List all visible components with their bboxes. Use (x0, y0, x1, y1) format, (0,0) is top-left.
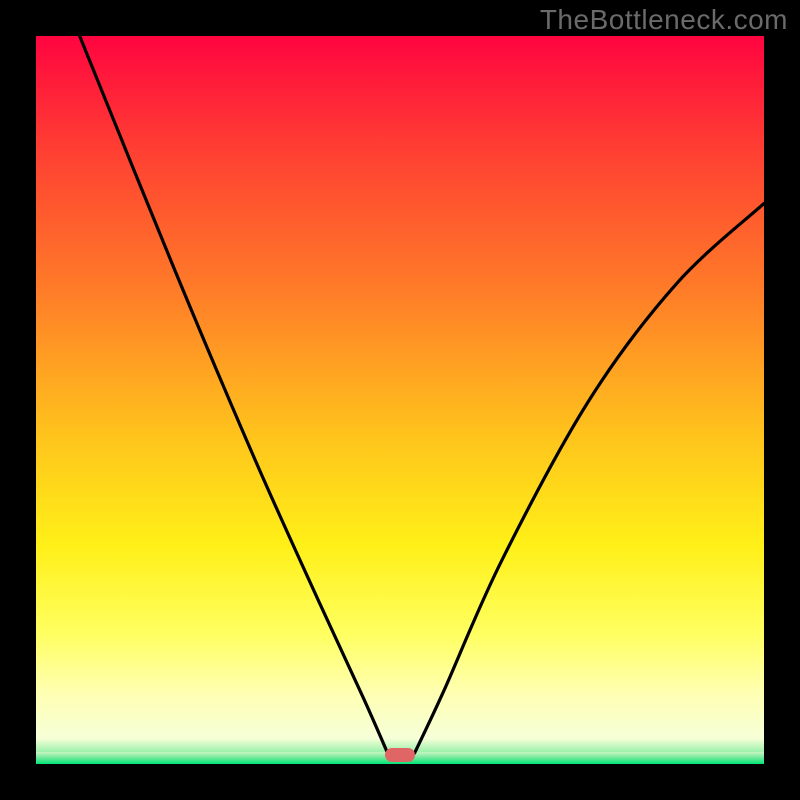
plot-area (36, 36, 764, 764)
optimal-marker (385, 748, 415, 762)
curve-svg (36, 36, 764, 764)
chart-root: { "watermark": { "text": "TheBottleneck.… (0, 0, 800, 800)
watermark-text: TheBottleneck.com (540, 4, 788, 36)
bottleneck-curve (80, 36, 764, 753)
